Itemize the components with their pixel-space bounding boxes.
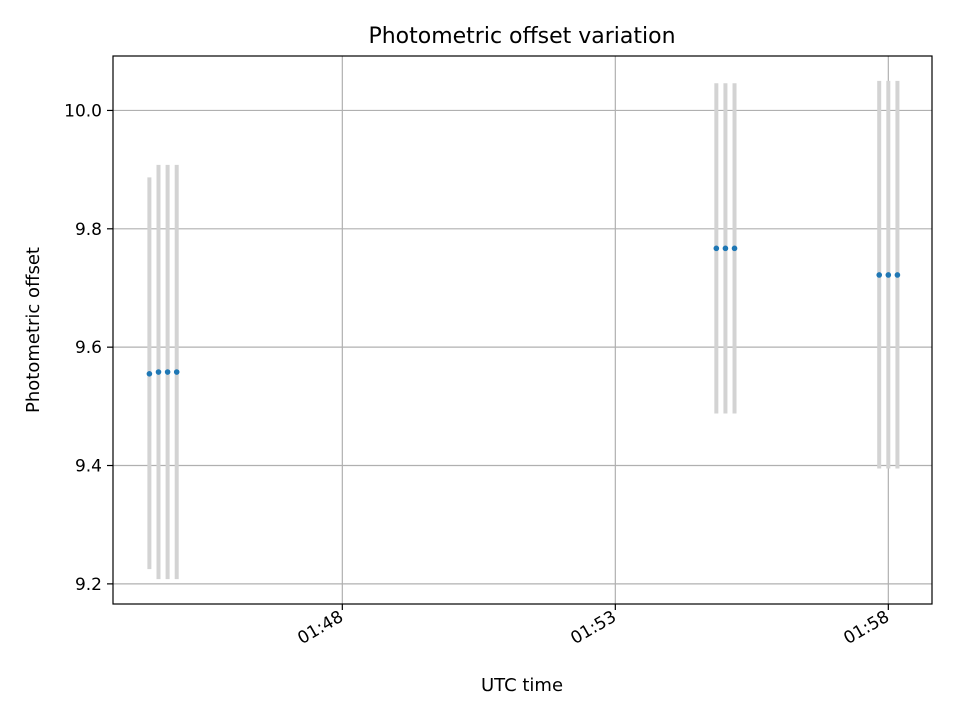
y-tick-label: 9.8: [75, 220, 102, 240]
error-bars: [147, 80, 900, 580]
data-point: [713, 245, 720, 252]
grid: [113, 56, 932, 604]
x-axis-ticks: 01:48 01:53 01:58: [294, 604, 893, 649]
data-point: [876, 272, 883, 278]
x-tick-label: 01:48: [294, 607, 346, 649]
data-point: [164, 369, 171, 375]
data-point: [731, 245, 738, 252]
data-point: [146, 370, 153, 377]
data-points: [146, 245, 901, 377]
y-axis-ticks: 9.2 9.4 9.6 9.8 10.0: [64, 101, 113, 595]
data-point: [885, 272, 892, 278]
chart-title: Photometric offset variation: [368, 24, 675, 49]
y-tick-label: 9.6: [75, 338, 102, 358]
y-tick-label: 10.0: [64, 101, 102, 121]
y-axis-label: Photometric offset: [23, 247, 44, 413]
data-point: [173, 369, 180, 375]
data-point: [722, 245, 729, 252]
x-tick-label: 01:58: [840, 607, 892, 649]
y-tick-label: 9.4: [75, 457, 102, 477]
x-tick-label: 01:53: [567, 607, 619, 649]
y-tick-label: 9.2: [75, 575, 102, 595]
plot-frame: [112, 55, 933, 605]
data-point: [155, 369, 162, 375]
data-point: [894, 272, 901, 278]
x-axis-label: UTC time: [481, 675, 563, 696]
